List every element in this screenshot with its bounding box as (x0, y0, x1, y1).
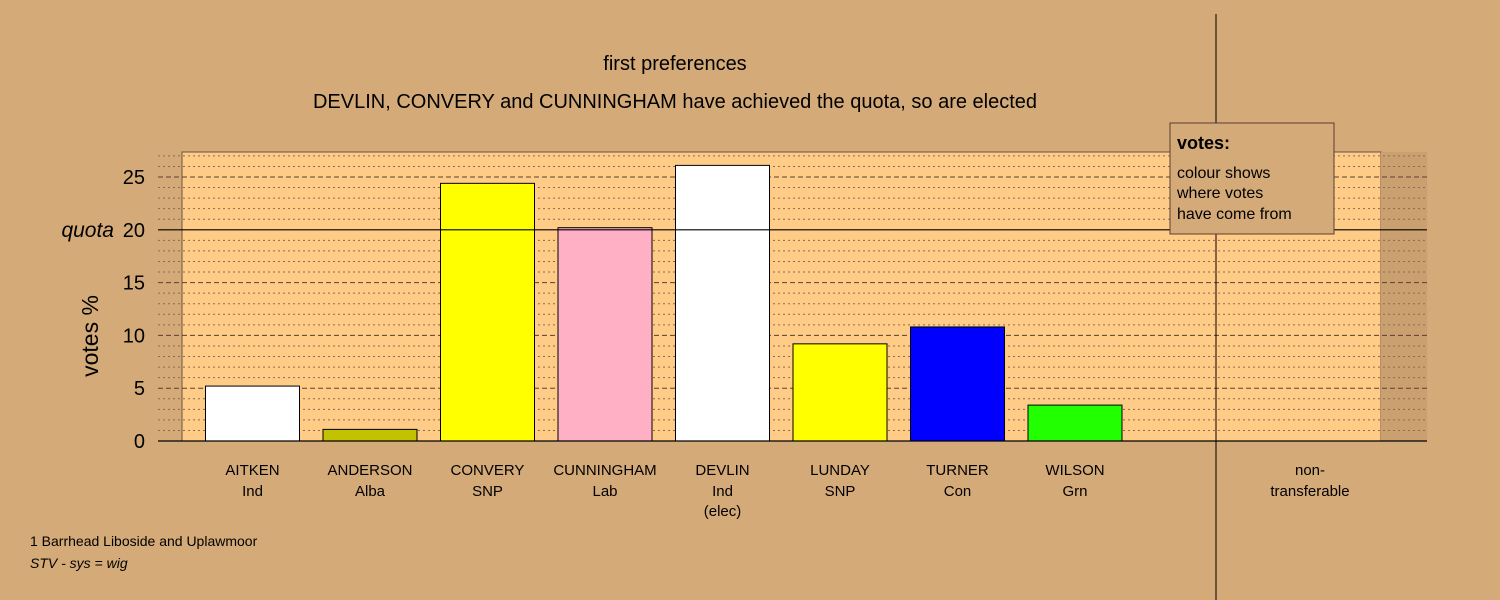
y-axis-label: votes % (77, 295, 103, 377)
category-party: Con (944, 483, 972, 500)
category-party: SNP (472, 483, 503, 500)
category-note: (elec) (704, 503, 742, 520)
quota-label: quota (61, 219, 114, 242)
legend-line: have come from (1177, 206, 1292, 223)
category-party: Ind (242, 483, 263, 500)
y-tick-label: 10 (123, 325, 145, 347)
nontransferable-label: non- (1295, 462, 1325, 479)
category-party: Ind (712, 483, 733, 500)
category-name: TURNER (926, 462, 989, 479)
category-name: DEVLIN (695, 462, 749, 479)
y-tick-label: 15 (123, 273, 145, 295)
bar (675, 164, 770, 442)
bar (322, 428, 418, 442)
legend-line: colour shows (1177, 165, 1270, 182)
nontransferable-label: transferable (1270, 483, 1349, 500)
y-tick-label: 5 (134, 378, 145, 400)
category-party: Alba (355, 483, 386, 500)
bar (792, 343, 888, 442)
legend-title: votes: (1177, 133, 1230, 153)
ward-name: 1 Barrhead Liboside and Uplawmoor (30, 533, 258, 549)
bar (205, 385, 300, 442)
category-party: Lab (592, 483, 617, 500)
category-name: LUNDAY (810, 462, 870, 479)
category-party: Grn (1062, 483, 1087, 500)
chart-title: first preferences (603, 53, 746, 75)
chart-subtitle: DEVLIN, CONVERY and CUNNINGHAM have achi… (313, 91, 1037, 113)
category-name: ANDERSON (327, 462, 412, 479)
legend-box (1169, 122, 1335, 235)
category-name: CONVERY (451, 462, 525, 479)
y-tick-label: 20 (123, 220, 145, 242)
category-party: SNP (825, 483, 856, 500)
bar (440, 182, 535, 442)
category-name: AITKEN (225, 462, 279, 479)
category-name: WILSON (1045, 462, 1104, 479)
voting-system: STV - sys = wig (30, 555, 128, 571)
bar (910, 326, 1005, 442)
category-name: CUNNINGHAM (553, 462, 656, 479)
legend-line: where votes (1176, 185, 1263, 202)
y-tick-label: 0 (134, 431, 145, 453)
y-tick-label: 25 (123, 167, 145, 189)
plot-area-margin (1381, 152, 1427, 441)
bar (1027, 404, 1123, 442)
bar (557, 227, 653, 442)
legend: votes: colour shows where votes have com… (1169, 122, 1335, 235)
